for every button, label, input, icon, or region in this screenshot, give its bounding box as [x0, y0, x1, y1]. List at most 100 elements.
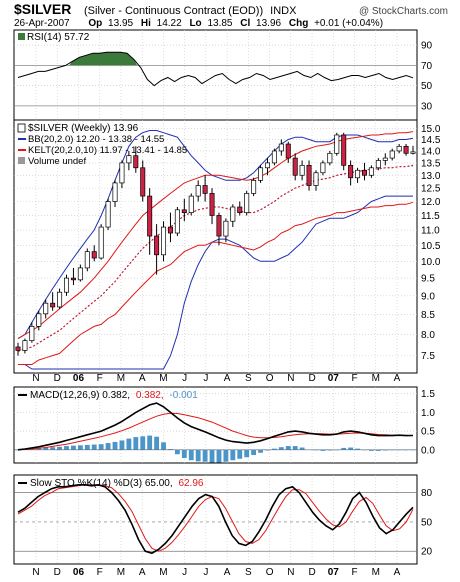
macd-histogram-bar [348, 447, 354, 450]
x-tick-label-sto: D [54, 567, 61, 578]
kelt-legend: KELT(20,2.0,10) 11.97 - 13.41 - 14.85 [28, 145, 187, 156]
x-tick-label-sto: N [287, 567, 294, 578]
candle-body [341, 134, 347, 166]
candle-body [216, 215, 222, 237]
macd-histogram-bar [265, 449, 270, 451]
macd-histogram-bar [126, 438, 132, 450]
bb-upper-line [17, 130, 414, 340]
x-tick-label-price: A [139, 373, 146, 384]
candle-body [50, 302, 56, 308]
price-y-tick-label: 12.0 [421, 197, 441, 208]
candle-body [403, 145, 409, 154]
sto-legend-label: Slow STO %K(14) %D(3) 65.00, [30, 478, 173, 489]
price-y-tick-label: 12.5 [421, 184, 441, 195]
rsi-y-tick-label: 30 [421, 101, 433, 112]
macd-histogram-bar [396, 449, 402, 451]
macd-line [17, 402, 414, 451]
price-y-tick-label: 11.5 [421, 211, 440, 222]
macd-histogram-bar [77, 445, 83, 450]
candle-body [355, 169, 361, 179]
chart-description: (Silver - Continuous Contract (EOD)) IND… [84, 5, 297, 17]
price-panel [13, 119, 418, 374]
candle-body [126, 155, 132, 164]
macd-histogram-bar [299, 447, 305, 450]
macd-histogram-bar [147, 435, 153, 450]
candle-body [258, 167, 264, 181]
macd-histogram-bar [188, 449, 194, 461]
candle-body [375, 160, 381, 169]
chart-symbol: $SILVER [14, 1, 71, 17]
rsi-legend: RSI(14) 57.72 [27, 32, 90, 43]
x-tick-label-sto: M [117, 567, 125, 578]
macd-histogram-bar [362, 449, 367, 451]
macd-layer [15, 402, 416, 463]
macd-histogram-bar [15, 449, 21, 451]
macd-legend-label: MACD(12,26,9) 0.382, [30, 390, 130, 401]
macd-histogram-bar [195, 449, 201, 462]
candle-body [251, 179, 257, 194]
macd-histogram-bar [355, 448, 360, 450]
rsi-legend-swatch [18, 33, 25, 40]
candle-body [299, 164, 305, 176]
macd-histogram-bar [382, 449, 388, 451]
x-tick-label-sto: 07 [328, 567, 340, 578]
price-y-tick-label: 13.0 [421, 171, 441, 182]
candle-body [161, 226, 167, 256]
macd-histogram-bar [278, 447, 284, 450]
candle-body [396, 145, 402, 152]
macd-histogram-bar [403, 449, 409, 451]
candle-body [181, 209, 187, 213]
macd-histogram-bar [133, 437, 139, 450]
macd-legend-signal: 0.382, [136, 390, 164, 401]
macd-histogram-bar [230, 449, 236, 461]
x-tick-label-sto: F [351, 567, 357, 578]
price-y-tick-label: 8.0 [421, 330, 435, 341]
hi-label: Hi [141, 18, 151, 29]
x-tick-label-sto: S [245, 567, 252, 578]
price-y-tick-label: 14.5 [421, 135, 441, 146]
candle-body [313, 172, 319, 186]
macd-histogram-bar [389, 449, 395, 451]
macd-histogram-bar [251, 449, 257, 456]
macd-histogram-bar [216, 449, 222, 463]
sto-y-tick-label: 50 [421, 517, 433, 528]
macd-histogram-bar [57, 446, 63, 450]
macd-histogram-bar [154, 436, 160, 450]
rsi-y-tick-label: 90 [421, 41, 433, 52]
x-tick-label-price: M [372, 373, 380, 384]
axis-labels-layer: N N D D 06 06 F F M M A A M M J J J J A A S S O O N N D D 07 07 F F M M A A… [32, 41, 441, 578]
candle-body [98, 226, 104, 259]
sto-y-tick-label: 20 [421, 547, 433, 558]
candle-body [167, 226, 173, 234]
macd-histogram-bar [91, 444, 97, 450]
macd-histogram-bar [174, 449, 180, 455]
macd-legend-hist: -0.001 [169, 390, 198, 401]
macd-histogram-bar [140, 436, 146, 450]
kelt-middle-line [17, 164, 414, 352]
candle-body [154, 235, 160, 256]
price-layer [15, 130, 416, 370]
op-value: 13.95 [108, 18, 133, 29]
price-y-tick-label: 9.5 [421, 274, 435, 285]
kelt-lower-line [18, 201, 414, 365]
macd-histogram-bar [43, 447, 49, 450]
cl-label: Cl [240, 18, 250, 29]
candle-body [147, 195, 153, 237]
candle-body [389, 150, 395, 159]
sto-k-line [17, 483, 414, 555]
macd-histogram-bar [306, 449, 312, 450]
x-tick-label-price: D [54, 373, 61, 384]
x-tick-label-price: D [308, 373, 315, 384]
chg-value: +0.01 (+0.04%) [314, 18, 383, 29]
x-tick-label-sto: N [32, 567, 39, 578]
x-tick-label-price: A [394, 373, 401, 384]
candle-body [348, 164, 354, 179]
sto-legend: Slow STO %K(14) %D(3) 65.00, 62.96 [30, 478, 204, 489]
x-tick-label-sto: O [266, 567, 274, 578]
candle-body [140, 167, 146, 197]
macd-histogram-bar [119, 440, 125, 450]
rsi-line [17, 51, 414, 87]
x-tick-label-sto: 06 [73, 567, 85, 578]
rsi-y-tick-label: 50 [421, 81, 433, 92]
